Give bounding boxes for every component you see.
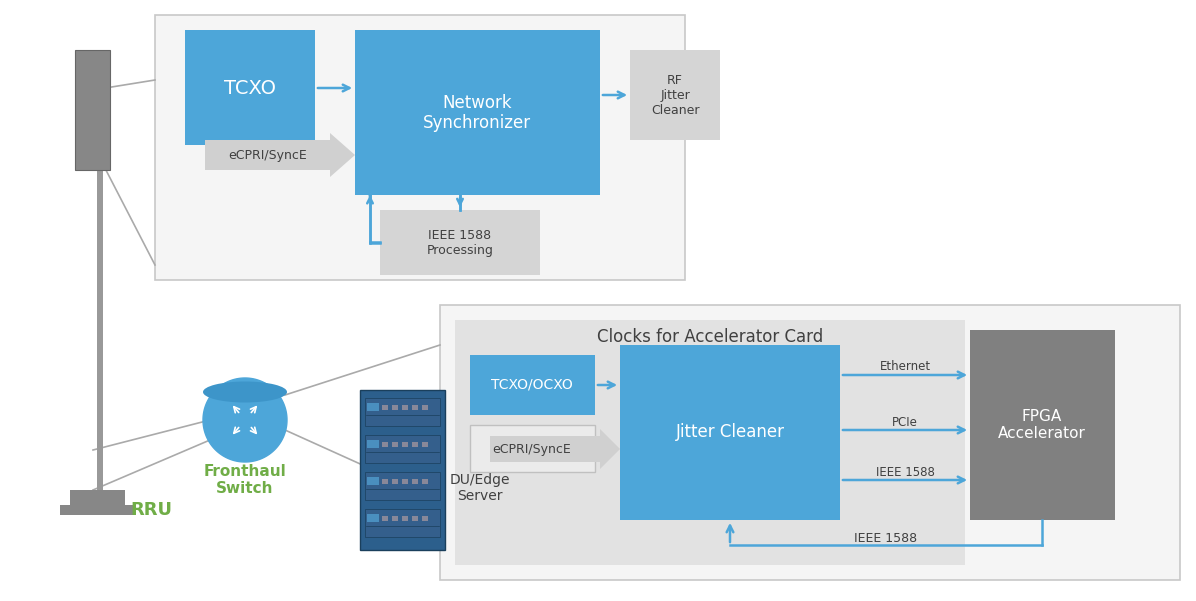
Polygon shape	[203, 378, 287, 462]
Bar	[411, 405, 417, 410]
Bar	[355, 30, 600, 195]
Text: eCPRI/SyncE: eCPRI/SyncE	[493, 442, 572, 456]
Bar	[422, 442, 428, 447]
Bar	[402, 442, 408, 447]
Bar	[440, 305, 1180, 580]
Bar	[422, 516, 428, 521]
Bar	[422, 479, 428, 484]
Bar	[365, 472, 440, 500]
Bar	[411, 442, 417, 447]
Text: Jitter Cleaner: Jitter Cleaner	[676, 423, 785, 441]
Bar	[470, 355, 594, 415]
Text: PCIe: PCIe	[892, 415, 919, 429]
Bar	[382, 479, 388, 484]
Bar	[365, 398, 440, 426]
Bar	[422, 405, 428, 410]
Bar	[470, 425, 594, 472]
Bar	[411, 516, 417, 521]
Bar	[365, 509, 440, 537]
Bar	[71, 490, 126, 508]
Bar	[402, 479, 408, 484]
Bar	[155, 15, 685, 280]
Text: FPGA
Accelerator: FPGA Accelerator	[999, 409, 1086, 441]
Bar	[185, 30, 315, 145]
Polygon shape	[205, 133, 355, 177]
Bar	[75, 50, 110, 170]
Bar	[630, 50, 720, 140]
Bar	[60, 505, 135, 515]
Text: eCPRI/SyncE: eCPRI/SyncE	[228, 148, 307, 162]
Bar	[620, 345, 840, 520]
Text: TCXO/OCXO: TCXO/OCXO	[492, 378, 573, 392]
Bar	[367, 440, 379, 448]
Bar	[392, 405, 398, 410]
Text: Ethernet: Ethernet	[879, 361, 930, 373]
Bar	[380, 210, 541, 275]
Bar	[382, 516, 388, 521]
Bar	[382, 442, 388, 447]
Text: IEEE 1588: IEEE 1588	[875, 466, 934, 478]
Text: TCXO: TCXO	[224, 79, 276, 97]
Bar	[392, 442, 398, 447]
Bar	[392, 479, 398, 484]
Bar	[360, 390, 445, 550]
Bar	[402, 516, 408, 521]
Bar	[392, 516, 398, 521]
Bar	[402, 405, 408, 410]
Bar	[454, 320, 965, 565]
Text: IEEE 1588: IEEE 1588	[854, 531, 917, 545]
Text: IEEE 1588
Processing: IEEE 1588 Processing	[427, 229, 494, 257]
Bar	[970, 330, 1115, 520]
Bar	[97, 145, 103, 515]
Text: RF
Jitter
Cleaner: RF Jitter Cleaner	[651, 73, 700, 117]
Bar	[365, 435, 440, 463]
Bar	[411, 479, 417, 484]
Bar	[367, 403, 379, 411]
Bar	[382, 405, 388, 410]
Polygon shape	[490, 429, 620, 469]
Text: Fronthaul
Switch: Fronthaul Switch	[203, 464, 286, 496]
Bar	[367, 477, 379, 485]
Text: DU/Edge
Server: DU/Edge Server	[450, 473, 511, 503]
Text: Network
Synchronizer: Network Synchronizer	[423, 94, 531, 132]
Bar	[367, 514, 379, 522]
Ellipse shape	[203, 382, 287, 403]
Text: RRU: RRU	[130, 501, 172, 519]
Text: Clocks for Accelerator Card: Clocks for Accelerator Card	[597, 328, 823, 346]
